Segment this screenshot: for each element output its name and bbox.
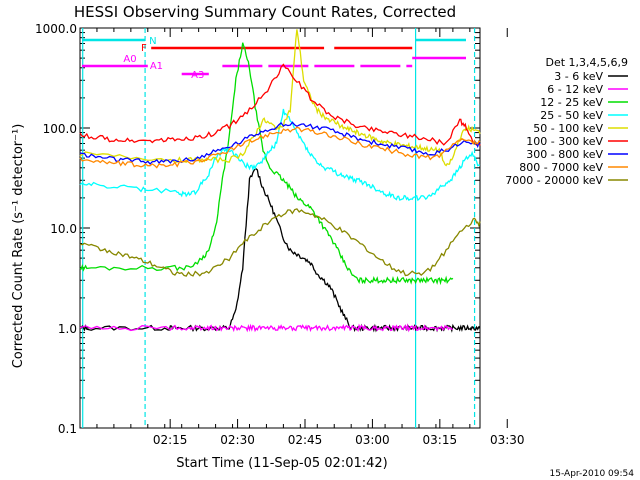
legend-label: 25 - 50 keV <box>540 109 603 122</box>
x-tick-label: 02:15 <box>153 433 188 447</box>
y-axis-label: Corrected Count Rate (s⁻¹ detector⁻¹) <box>11 124 26 369</box>
legend-label: 7000 - 20000 keV <box>505 174 603 187</box>
attenuator-label: A0 <box>123 54 136 65</box>
y-tick-label: 0.1 <box>58 422 77 436</box>
legend-label: 3 - 6 keV <box>554 70 603 83</box>
series-line <box>79 63 481 146</box>
series-line <box>79 126 481 169</box>
series-line <box>79 108 481 202</box>
legend-label: 6 - 12 keV <box>547 83 603 96</box>
legend-label: 12 - 25 keV <box>540 96 603 109</box>
plot-area: 0.1 1.0 10.0 100.0 1000.0 02:15 02:30 02:45 03:0… <box>35 22 525 447</box>
chart-title: HESSI Observing Summary Count Rates, Cor… <box>74 3 456 21</box>
legend-label: 100 - 300 keV <box>526 135 603 148</box>
series-line <box>79 208 481 277</box>
legend-label: 50 - 100 keV <box>533 122 603 135</box>
series-line <box>79 42 454 286</box>
x-tick-label: 02:30 <box>220 433 255 447</box>
attenuator-label: N <box>149 36 156 47</box>
footer-date: 15-Apr-2010 09:54 <box>550 469 635 479</box>
series-line <box>79 29 481 167</box>
series-line <box>79 168 480 333</box>
series-line <box>79 121 481 165</box>
attenuator-label: A1 <box>150 61 163 72</box>
attenuator-label: F <box>141 43 147 54</box>
x-tick-label: 03:00 <box>355 433 390 447</box>
legend-label: 800 - 7000 keV <box>519 161 603 174</box>
y-tick-label: 100.0 <box>43 122 77 136</box>
series-line <box>79 323 453 333</box>
x-tick-label: 03:30 <box>490 433 525 447</box>
legend-header: Det 1,3,4,5,6,9 <box>545 56 628 69</box>
y-tick-label: 1.0 <box>58 322 77 336</box>
x-tick-label: 03:15 <box>423 433 458 447</box>
legend-label: 300 - 800 keV <box>526 148 603 161</box>
attenuator-label: A3 <box>191 70 204 81</box>
x-axis-label: Start Time (11-Sep-05 02:01:42) <box>176 456 387 471</box>
y-tick-label: 10.0 <box>50 222 77 236</box>
x-tick-label: 02:45 <box>288 433 323 447</box>
y-tick-label: 1000.0 <box>35 22 77 36</box>
